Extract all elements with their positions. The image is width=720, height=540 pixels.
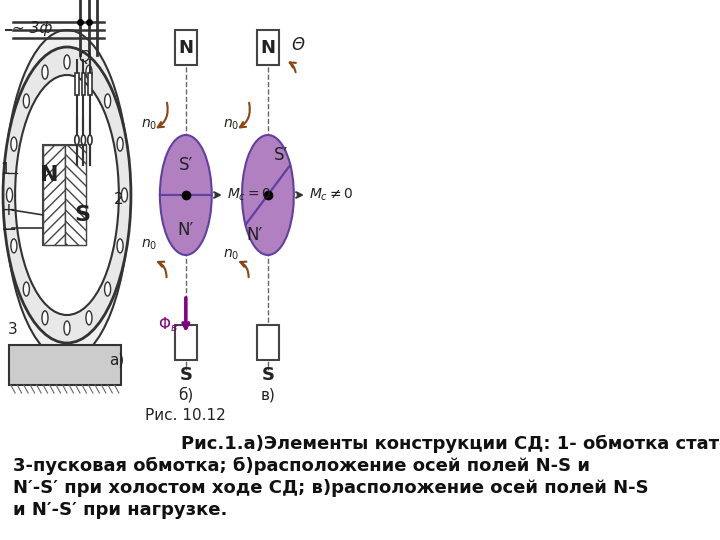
Circle shape: [11, 239, 17, 253]
Text: 2: 2: [114, 192, 124, 207]
Text: S: S: [179, 366, 192, 384]
Text: $n_0$: $n_0$: [141, 238, 157, 252]
Text: $M_c \neq 0$: $M_c \neq 0$: [309, 187, 354, 203]
Text: N: N: [261, 39, 276, 57]
FancyBboxPatch shape: [175, 325, 197, 360]
Text: N′: N′: [247, 226, 263, 244]
Circle shape: [42, 311, 48, 325]
Text: N′-S′ при холостом ходе СД; в)расположение осей полей N-S: N′-S′ при холостом ходе СД; в)расположен…: [13, 479, 649, 497]
Circle shape: [88, 135, 92, 145]
Circle shape: [117, 239, 123, 253]
Circle shape: [42, 65, 48, 79]
Circle shape: [6, 188, 12, 202]
Text: в): в): [261, 388, 275, 402]
Text: $n_0$: $n_0$: [141, 118, 157, 132]
Text: Θ: Θ: [292, 36, 305, 54]
Text: Рис.1.а)Элементы конструкции СД: 1- обмотка статора, 2 -  ОВ,: Рис.1.а)Элементы конструкции СД: 1- обмо…: [156, 435, 720, 453]
FancyBboxPatch shape: [175, 30, 197, 65]
Circle shape: [64, 321, 70, 335]
Text: N′: N′: [178, 221, 194, 239]
Text: 3: 3: [8, 322, 18, 338]
Circle shape: [81, 135, 86, 145]
Text: +: +: [1, 201, 16, 219]
FancyBboxPatch shape: [257, 30, 279, 65]
Circle shape: [15, 75, 119, 315]
Circle shape: [75, 135, 79, 145]
Text: 3-пусковая обмотка; б)расположение осей полей N-S и: 3-пусковая обмотка; б)расположение осей …: [13, 457, 590, 475]
Wedge shape: [160, 195, 212, 255]
Text: и N′-S′ при нагрузке.: и N′-S′ при нагрузке.: [13, 501, 228, 519]
FancyBboxPatch shape: [75, 73, 78, 95]
FancyBboxPatch shape: [257, 325, 279, 360]
FancyBboxPatch shape: [65, 145, 86, 245]
Text: −: −: [1, 220, 17, 240]
FancyBboxPatch shape: [81, 73, 85, 95]
Text: ~ 3ф: ~ 3ф: [12, 21, 53, 36]
Wedge shape: [242, 135, 290, 225]
Text: S′: S′: [274, 146, 288, 164]
Text: S: S: [261, 366, 274, 384]
Circle shape: [23, 94, 30, 108]
FancyBboxPatch shape: [9, 345, 121, 385]
Text: S: S: [74, 205, 90, 225]
Text: $M_c = 0$: $M_c = 0$: [227, 187, 271, 203]
FancyBboxPatch shape: [88, 73, 91, 95]
Circle shape: [64, 55, 70, 69]
FancyBboxPatch shape: [43, 145, 86, 245]
Circle shape: [104, 282, 111, 296]
Text: N: N: [179, 39, 193, 57]
Text: а): а): [109, 353, 125, 368]
Circle shape: [11, 137, 17, 151]
Text: 1: 1: [1, 163, 10, 178]
Circle shape: [86, 65, 92, 79]
Text: Q: Q: [78, 51, 90, 65]
FancyBboxPatch shape: [43, 145, 65, 245]
Circle shape: [122, 188, 127, 202]
Circle shape: [117, 137, 123, 151]
Circle shape: [104, 94, 111, 108]
Text: N: N: [40, 165, 59, 185]
Wedge shape: [246, 165, 294, 255]
Text: б): б): [178, 387, 194, 403]
Text: $n_0$: $n_0$: [223, 248, 239, 262]
Text: S′: S′: [179, 156, 193, 174]
Circle shape: [3, 47, 131, 343]
Ellipse shape: [4, 30, 130, 360]
Circle shape: [86, 311, 92, 325]
Circle shape: [23, 282, 30, 296]
Text: $\Phi_\mathit{в}$: $\Phi_\mathit{в}$: [158, 316, 178, 334]
Text: $n_0$: $n_0$: [223, 118, 239, 132]
Wedge shape: [160, 135, 212, 195]
Text: Рис. 10.12: Рис. 10.12: [145, 408, 226, 422]
